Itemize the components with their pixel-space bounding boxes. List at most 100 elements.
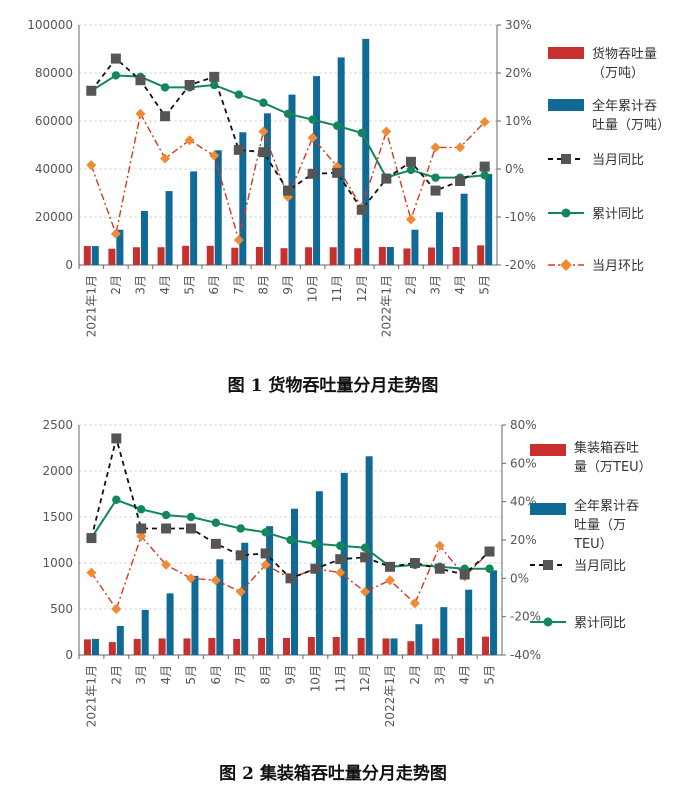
chart-1-category-label: 5月 xyxy=(183,275,197,295)
chart-1-category-label: 2021年1月 xyxy=(84,275,98,337)
chart-1-point-cum-yoy xyxy=(210,80,219,90)
chart-1-bar-month-throughput xyxy=(403,248,411,265)
chart-2-point-cum-yoy xyxy=(236,524,245,533)
chart-2-left-tick-label: 2500 xyxy=(42,418,73,432)
chart-1-point-yoy xyxy=(455,176,466,186)
legend-1-marker-yoy xyxy=(561,154,571,164)
legend-1-label-mom: 当月环比 xyxy=(592,259,644,274)
chart-1-right-tick-label: 0% xyxy=(505,162,524,176)
chart-2-point-yoy xyxy=(409,558,420,568)
chart-1-category-label: 12月 xyxy=(355,275,369,302)
chart-2-bar-month-throughput xyxy=(158,638,166,655)
chart-1-bar-cumulative xyxy=(386,247,394,265)
chart-1-category-label: 7月 xyxy=(232,275,246,295)
chart-2-category-label: 10月 xyxy=(308,665,322,692)
chart-1-line-cum-yoy xyxy=(90,74,485,179)
legend-1-label-yoy: 当月同比 xyxy=(592,153,644,168)
chart-2-point-mom xyxy=(235,586,246,597)
chart-1-bar-month-throughput xyxy=(231,247,239,265)
chart-1-point-mom xyxy=(479,116,490,127)
chart-1-point-yoy xyxy=(332,167,343,178)
chart-2: 05001000150020002500-40%-20%0%20%40%60%8… xyxy=(42,418,541,727)
chart-1-point-yoy xyxy=(233,144,244,155)
chart-2-point-yoy xyxy=(86,533,97,544)
chart-2-point-yoy xyxy=(484,546,495,557)
chart-1-point-mom xyxy=(258,126,269,137)
chart-1-point-yoy xyxy=(110,53,121,64)
chart-1-bar-cumulative xyxy=(288,94,296,265)
chart-2-point-yoy xyxy=(310,563,321,574)
chart-1-bar-cumulative xyxy=(91,246,99,265)
chart-2-point-yoy xyxy=(335,554,346,565)
chart-2-bar-month-throughput xyxy=(357,637,365,655)
chart-2-bar-month-throughput xyxy=(183,638,191,655)
chart-2-bar-month-throughput xyxy=(258,637,266,655)
chart-2-bar-month-throughput xyxy=(407,641,415,655)
chart-2-bar-month-throughput xyxy=(457,637,465,655)
chart-1-bar-cumulative xyxy=(436,212,444,265)
chart-1-bar-month-throughput xyxy=(255,247,263,265)
chart-2-bar-month-throughput xyxy=(233,638,241,655)
chart-1-right-tick-label: -10% xyxy=(505,210,536,224)
legend-2-label-month-throughput-line1: 集装箱吞吐 xyxy=(574,440,639,456)
chart-2-right-tick-label: 80% xyxy=(510,418,537,432)
legend-2-swatch-cumulative xyxy=(530,503,566,515)
chart-2-bar-month-throughput xyxy=(208,637,216,655)
chart-2-bar-cumulative xyxy=(216,559,224,655)
chart-2-category-label: 2022年1月 xyxy=(383,665,397,727)
chart-2-point-mom xyxy=(385,575,396,586)
chart-1-bar-cumulative xyxy=(485,174,493,265)
chart-1-category-label: 2月 xyxy=(404,275,418,295)
legend-2-label-cumulative-line2: 吐量（万 xyxy=(574,518,626,533)
chart-1-category-label: 4月 xyxy=(158,275,172,295)
chart-1-point-mom xyxy=(233,235,244,246)
chart-1-bar-month-throughput xyxy=(157,247,165,265)
chart-2-bar-cumulative xyxy=(91,638,99,655)
chart-2-bar-month-throughput xyxy=(283,637,290,655)
chart-2-category-label: 11月 xyxy=(333,665,347,692)
chart-2-bar-month-throughput xyxy=(133,638,141,655)
chart-2-point-cum-yoy xyxy=(261,528,270,537)
chart-2-point-yoy xyxy=(210,538,221,549)
chart-1-point-mom xyxy=(209,150,220,161)
chart-1-bar-month-throughput xyxy=(305,247,313,265)
chart-2-point-mom xyxy=(86,567,97,578)
chart-2-bar-cumulative xyxy=(465,589,473,655)
chart-2-category-label: 3月 xyxy=(433,665,447,685)
chart-1-point-yoy xyxy=(356,204,367,215)
chart-2-category-label: 2月 xyxy=(109,665,123,685)
chart-1-bar-month-throughput xyxy=(354,248,362,265)
chart-1-point-mom xyxy=(405,214,416,225)
chart-2-point-mom xyxy=(260,559,271,570)
chart-1-point-yoy xyxy=(430,185,441,196)
chart-1-point-mom xyxy=(86,160,97,171)
chart-1-point-cum-yoy xyxy=(308,115,317,124)
chart-1-point-cum-yoy xyxy=(332,121,342,130)
chart-1-point-cum-yoy xyxy=(234,90,244,99)
chart-1-point-yoy xyxy=(135,75,146,86)
chart-1-point-cum-yoy xyxy=(480,171,489,180)
chart-1-bar-cumulative xyxy=(263,113,271,265)
chart-2-category-label: 4月 xyxy=(458,665,472,685)
chart-1-point-yoy xyxy=(283,185,293,196)
chart-1-category-label: 5月 xyxy=(478,275,492,295)
chart-1-right-tick-label: 10% xyxy=(505,114,532,128)
chart-1-point-yoy xyxy=(307,168,318,179)
chart-1-point-yoy xyxy=(405,156,416,167)
chart-1-bar-month-throughput xyxy=(83,246,91,265)
legend-1-label-cumulative-line2: 吐量（万吨） xyxy=(592,118,670,133)
chart-2-point-cum-yoy xyxy=(336,541,345,550)
chart-2-bar-month-throughput xyxy=(83,639,91,655)
chart-2-bar-month-throughput xyxy=(382,638,390,655)
chart-1: 0 20000 40000 60000 80000 100000 -20% -10% 0% 10%… xyxy=(27,18,536,337)
chart-1-point-yoy xyxy=(184,80,195,90)
chart-1-left-tick-label: 100000 xyxy=(27,18,73,32)
chart-2-left-tick-label: 1000 xyxy=(42,556,73,570)
chart-1-category-label: 9月 xyxy=(281,275,295,295)
chart-2-bar-cumulative xyxy=(141,609,149,655)
chart-1-bar-month-throughput xyxy=(452,247,460,265)
legend-2-label-month-throughput-line2: 量（万TEU） xyxy=(574,460,652,475)
chart-2-category-label: 2021年1月 xyxy=(84,665,98,727)
chart-2-point-cum-yoy xyxy=(186,512,196,522)
chart-1-point-yoy xyxy=(258,147,269,158)
